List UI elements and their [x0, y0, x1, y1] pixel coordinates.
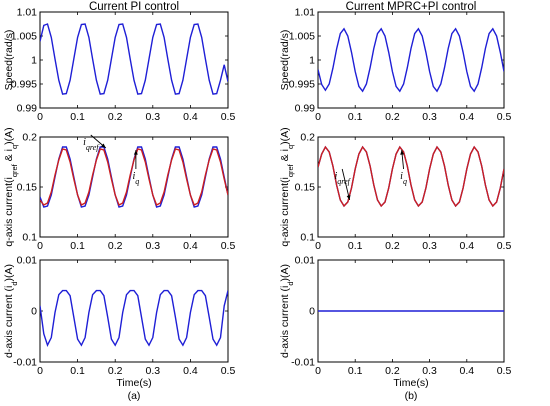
x-tick-label: 0.3	[145, 111, 160, 123]
y-axis-label: Speed(rad/s)	[279, 30, 291, 91]
x-tick-label: 0.4	[459, 111, 474, 123]
y-tick-label: -0.01	[291, 357, 315, 369]
annotation-arrowhead	[101, 143, 106, 148]
y-tick-label: 0.1	[300, 232, 315, 244]
plot-frame	[39, 136, 229, 238]
x-tick-label: 0	[37, 240, 43, 252]
x-tick-label: 0.5	[497, 240, 512, 252]
chart-b-speed: 0 0.1 0.2 0.3 0.4 0.5 0.99 0.995 1 1.005 1.01 Curre…	[279, 1, 511, 123]
x-tick-label: 0.1	[70, 111, 85, 123]
x-tick-label: 0.4	[183, 111, 198, 123]
x-tick-label: 0	[315, 240, 321, 252]
x-tick-label: 0.1	[348, 111, 363, 123]
y-tick-label: 0.1	[22, 232, 37, 244]
y-axis-label: q-axis current(iqref & iq)(A)	[3, 127, 19, 246]
x-tick-label: 0.1	[348, 365, 363, 377]
y-tick-label: 0.995	[11, 79, 37, 91]
x-tick-label: 0.2	[108, 111, 123, 123]
x-tick-label: 0.3	[422, 365, 437, 377]
x-tick-label: 0.1	[348, 240, 363, 252]
annotation-label: iq	[132, 171, 139, 186]
y-tick-label: 1.005	[289, 31, 315, 43]
x-axis-label: Time(s)	[116, 377, 151, 389]
x-tick-label: 0.2	[108, 365, 123, 377]
chart-b-id: 0 0.1 0.2 0.3 0.4 0.5-0.0100.01Time(s)(b)d-ax…	[279, 255, 511, 403]
y-tick-label: 0.01	[17, 255, 38, 267]
annotation-arrowhead	[400, 150, 405, 155]
x-tick-label: 0.1	[70, 240, 85, 252]
y-tick-label: 1	[309, 55, 315, 67]
x-tick-label: 0.3	[422, 111, 437, 123]
x-tick-label: 0.2	[385, 240, 400, 252]
y-tick-label: 0.15	[17, 182, 38, 194]
y-tick-label: 1.01	[295, 7, 316, 19]
y-tick-label: 0.15	[295, 182, 316, 194]
y-axis-label: d-axis current (id)(A)	[279, 264, 295, 358]
x-tick-label: 0.5	[221, 365, 236, 377]
series-line-1	[40, 289, 228, 348]
x-tick-label: 0.2	[385, 365, 400, 377]
x-tick-label: 0.5	[221, 111, 236, 123]
x-tick-label: 0	[315, 111, 321, 123]
y-tick-label: 0.2	[300, 132, 315, 144]
plot-frame	[317, 11, 505, 109]
y-axis-label: Speed(rad/s)	[3, 30, 15, 91]
y-tick-label: -0.01	[13, 357, 37, 369]
annotation-label: iqref	[83, 137, 100, 152]
y-tick-label: 0.995	[289, 79, 315, 91]
y-axis-label: q-axis current(iqref & iq)(A)	[279, 127, 295, 246]
y-tick-label: 1.01	[17, 7, 38, 19]
y-tick-label: 0.01	[295, 255, 316, 267]
x-axis-label: Time(s)	[393, 377, 428, 389]
x-tick-label: 0.2	[108, 240, 123, 252]
chart-b-iq: 0 0.1 0.2 0.3 0.4 0.50.10.150.2q-axis current…	[279, 127, 511, 252]
x-tick-label: 0.3	[145, 240, 160, 252]
chart-title: Current MPRC+PI control	[346, 1, 477, 13]
x-tick-label: 0.4	[459, 240, 474, 252]
series-line-1	[318, 27, 504, 93]
x-tick-label: 0.4	[459, 365, 474, 377]
y-tick-label: 0.99	[295, 103, 316, 115]
y-tick-label: 0.99	[17, 103, 38, 115]
y-axis-label: d-axis current (id)(A)	[3, 264, 19, 358]
plot-frame	[39, 259, 229, 363]
series-line-2	[40, 148, 228, 206]
series-line-1	[40, 23, 228, 95]
annotation-label: iq	[400, 171, 407, 186]
plot-frame	[39, 11, 229, 109]
annotation-arrow	[341, 168, 351, 201]
annotation-arrowhead	[133, 150, 138, 155]
x-tick-label: 0.3	[422, 240, 437, 252]
x-tick-label: 0.3	[145, 365, 160, 377]
chart-a-iq: 0 0.1 0.2 0.3 0.4 0.50.10.150.2q-axis current…	[3, 127, 235, 252]
x-tick-label: 0.5	[221, 240, 236, 252]
panel-label: (a)	[128, 390, 141, 402]
y-tick-label: 1	[31, 55, 37, 67]
panel-label: (b)	[405, 390, 418, 402]
x-tick-label: 0.4	[183, 240, 198, 252]
y-tick-label: 0	[31, 306, 37, 318]
x-tick-label: 0.2	[385, 111, 400, 123]
chart-title: Current PI control	[89, 1, 179, 13]
x-tick-label: 0	[315, 365, 321, 377]
x-tick-label: 0.5	[497, 111, 512, 123]
chart-a-id: 0 0.1 0.2 0.3 0.4 0.5-0.0100.01Time(s)(a)d-ax…	[3, 255, 235, 403]
y-tick-label: 0	[309, 306, 315, 318]
x-tick-label: 0.5	[497, 365, 512, 377]
annotation-arrowhead	[346, 195, 351, 200]
annotation-label: iqref	[334, 171, 351, 186]
chart-a-speed: 0 0.1 0.2 0.3 0.4 0.5 0.99 0.995 1 1.005 1.01 Curre…	[3, 1, 235, 123]
y-tick-label: 1.005	[11, 31, 37, 43]
x-tick-label: 0.1	[70, 365, 85, 377]
x-tick-label: 0.4	[183, 365, 198, 377]
x-tick-label: 0	[37, 365, 43, 377]
y-tick-label: 0.2	[22, 132, 37, 144]
x-tick-label: 0	[37, 111, 43, 123]
